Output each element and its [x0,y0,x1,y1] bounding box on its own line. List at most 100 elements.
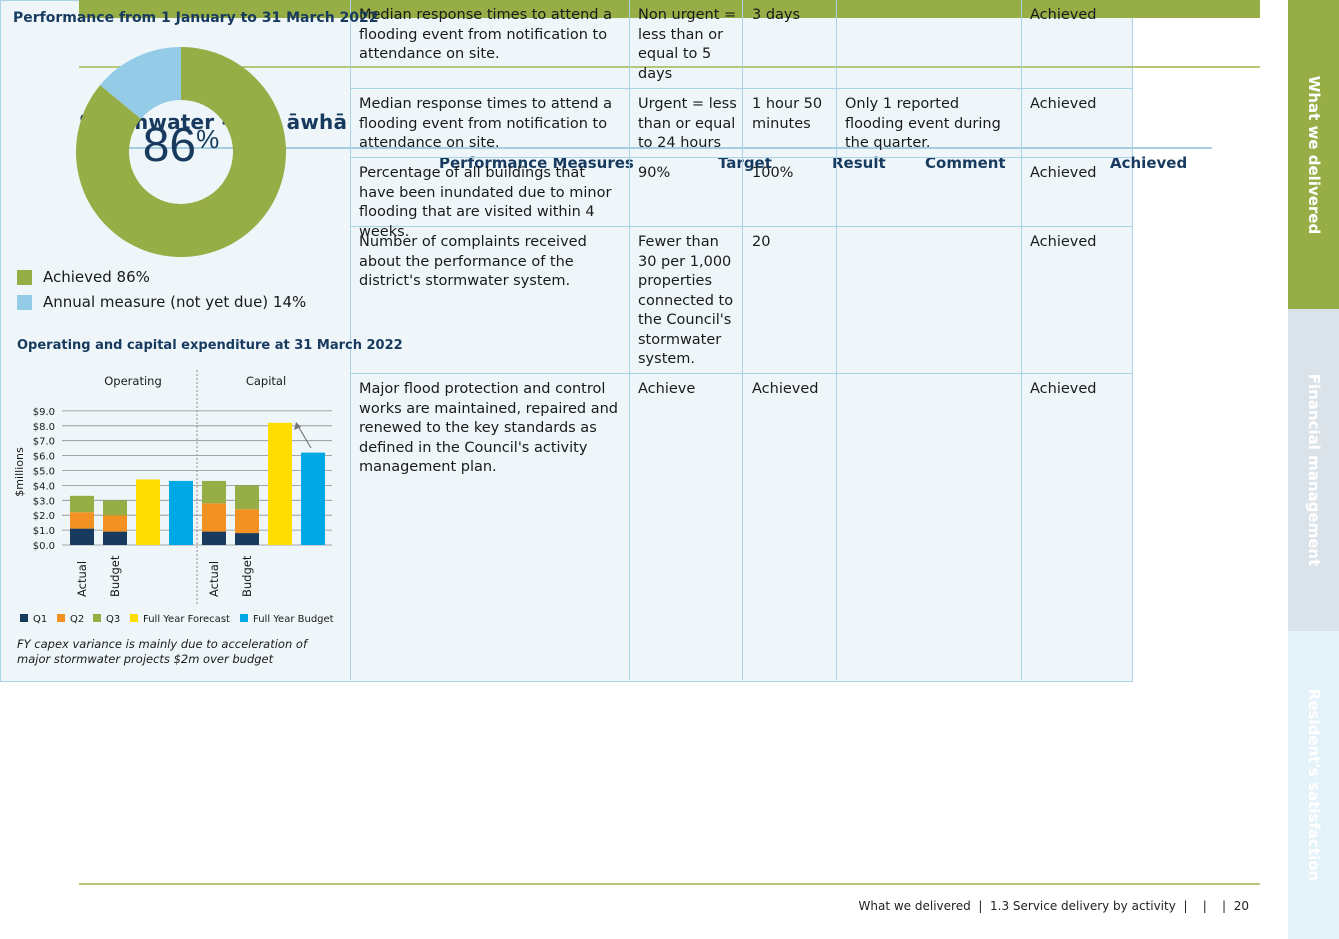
side-tab-what-we-delivered[interactable]: What we delivered [1288,0,1339,309]
header-performance-measures: Performance Measures [439,154,634,172]
legend-label: Q2 [70,614,84,625]
row4-measure: Number of complaints received about the … [359,234,587,289]
side-tab-label: Financial management [1304,373,1323,567]
row2-comment: Only 1 reported flooding event during th… [845,96,1001,151]
bar-q1 [70,528,94,545]
header-target: Target [718,154,772,172]
bar-full-year-forecast [136,479,160,545]
bar-q2 [103,515,127,532]
donut-center-unit: % [196,124,220,154]
expenditure-note: FY capex variance is mainly due to accel… [17,637,307,666]
annotation-arrow [297,425,312,449]
column-divider [742,0,743,680]
row-divider [350,88,1132,89]
row1-achieved: Achieved [1030,7,1097,23]
annotation-arrowhead [294,422,301,430]
y-tick-label: $5.0 [33,467,55,478]
header-rule [79,66,1260,68]
footer-breadcrumb: What we delivered | 1.3 Service delivery… [858,899,1249,913]
row2-result: 1 hour 50 minutes [752,96,823,132]
legend-swatch [130,614,138,622]
row3-target: 90% [638,165,671,181]
side-tab-residents-satisfaction[interactable]: Resident's satisfaction [1288,631,1339,939]
group-label: Operating [104,374,162,388]
bar-q2 [70,512,94,529]
bar-full-year-budget [169,480,193,545]
performance-donut-chart: 86% [75,46,287,258]
row4-target: Fewer than 30 per 1,000 properties conne… [638,234,734,367]
donut-slice-1 [100,47,181,119]
legend-swatch [20,614,28,622]
row-divider [350,373,1132,374]
y-tick-label: $3.0 [33,496,55,507]
bar-q3 [70,495,94,513]
row1-measure: Median response times to attend a floodi… [359,7,612,62]
row-divider [350,157,1132,158]
legend-label: Q1 [33,614,47,625]
legend-label: Full Year Forecast [143,614,230,625]
bar-q3 [235,485,259,510]
performance-title: Performance from 1 January to 31 March 2… [13,10,379,26]
expenditure-title: Operating and capital expenditure at 31 … [17,338,403,353]
legend-swatch [93,614,101,622]
bar-q3 [103,500,127,516]
row2-achieved: Achieved [1030,96,1097,112]
header-result: Result [832,154,886,172]
column-divider [1021,0,1022,680]
bar-full-year-forecast [268,422,292,545]
legend-label: Full Year Budget [253,614,334,625]
row1-result: 3 days [752,7,801,23]
row5-target: Achieve [638,381,696,397]
y-tick-label: $7.0 [33,437,55,448]
legend-label: Q3 [106,614,120,625]
row4-achieved: Achieved [1030,234,1097,250]
x-category-label: Actual [75,561,89,597]
legend-swatch [240,614,248,622]
header-achieved: Achieved [1110,154,1188,172]
legend-swatch-not-yet-due [17,294,32,310]
donut-center-value: 86 [142,119,197,172]
donut-center-label: 86% [75,118,287,173]
row5-measure: Major flood protection and control works… [359,381,619,475]
legend-swatch [57,614,65,622]
column-divider [629,0,630,680]
bar-q1 [235,533,259,545]
row-divider [350,226,1132,227]
row5-result: Achieved [752,381,819,397]
donut-slice-0 [76,47,286,257]
y-tick-label: $8.0 [33,422,55,433]
y-tick-label: $9.0 [33,407,55,418]
legend-label-achieved: Achieved 86% [43,268,150,286]
side-tab-label: What we delivered [1304,75,1323,234]
row3-achieved: Achieved [1030,165,1097,181]
bar-q2 [235,509,259,534]
y-tick-label: $1.0 [33,526,55,537]
performance-table: Median response times to attend a floodi… [0,0,1133,682]
legend-not-yet-due: Annual measure (not yet due) 14% [17,293,306,311]
row2-measure: Median response times to attend a floodi… [359,96,612,151]
x-category-label: Budget [240,555,254,597]
bar-q2 [202,503,226,532]
group-label: Capital [246,374,286,388]
x-category-label: Budget [108,555,122,597]
donut-svg [76,47,286,257]
x-category-label: Actual [207,561,221,597]
row3-result: 100% [752,165,794,181]
side-tab-label: Resident's satisfaction [1304,688,1323,882]
row4-result: 20 [752,234,771,250]
side-tab-financial-management[interactable]: Financial management [1288,309,1339,631]
column-divider [836,0,837,680]
row2-target: Urgent = less than or equal to 24 hours [638,96,737,151]
y-axis-label: $millions [13,447,26,497]
bar-q1 [103,531,127,545]
bar-q3 [202,480,226,504]
column-divider [350,0,351,680]
row3-measure: Percentage of all buildings that have be… [359,165,612,240]
row5-achieved: Achieved [1030,381,1097,397]
y-tick-label: $4.0 [33,481,55,492]
y-tick-label: $6.0 [33,452,55,463]
row1-target: Non urgent = less than or equal to 5 day… [638,7,737,82]
bar-full-year-budget [301,452,325,545]
table-top-rule [79,147,1212,149]
y-tick-label: $2.0 [33,511,55,522]
